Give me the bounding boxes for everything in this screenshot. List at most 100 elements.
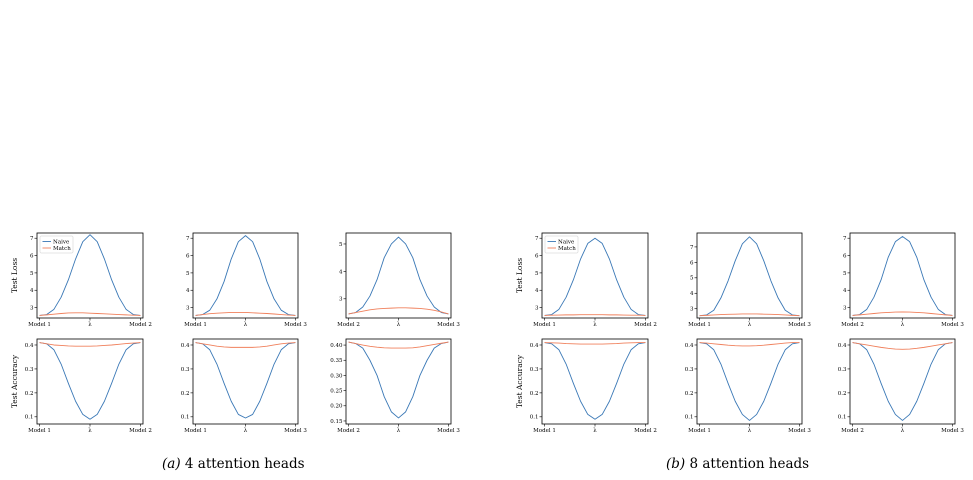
panel-a-loss-3-ytick-label: 4	[339, 269, 343, 275]
panel-a-loss-2-ytick-label: 3	[186, 305, 190, 311]
panel-a-loss-3-xtick-label: λ	[397, 322, 401, 328]
panel-b-loss-1-ylabel: Test Loss	[515, 258, 524, 293]
panel-a-acc-1-xtick-label: Model 2	[129, 428, 152, 434]
panel-a-acc-1-series-match	[39, 342, 141, 347]
caption-a-text: 4 attention heads	[184, 456, 305, 472]
panel-a-loss-2-xtick-label: Model 1	[184, 322, 207, 328]
panel-b-loss-1-xtick-label: Model 2	[634, 322, 657, 328]
panel-b-acc-2: 0.1 0.2 0.3 0.4 Model 1 λ Model 3	[685, 338, 811, 434]
panel-b-acc-1-xtick-label: Model 1	[533, 428, 556, 434]
caption-b-label: (b)	[666, 456, 686, 472]
panel-a-loss-1-ytick-label: 5	[30, 271, 34, 277]
panel-a-loss-1-ytick-label: 6	[30, 253, 34, 259]
panel-b-acc-1-frame	[541, 338, 649, 425]
panel-b-loss-2-ytick-label: 3	[690, 307, 694, 313]
panel-a-loss-3-xtick-label: Model 3	[437, 322, 460, 328]
caption-b: (b) 8 attention heads	[666, 456, 809, 472]
panel-b-acc-2-xtick-label: Model 3	[788, 428, 811, 434]
panel-b-acc-3-ytick-label: 0.3	[838, 367, 847, 373]
panel-b-loss-3-series-match	[852, 311, 953, 316]
panel-b-acc-3-ytick-label: 0.1	[838, 415, 847, 421]
panel-a-loss-1-legend-label: Match	[53, 246, 71, 252]
panel-b-acc-3-ytick-label: 0.4	[838, 343, 847, 349]
panel-a-acc-1-series-naive	[39, 342, 141, 420]
panel-b-loss-3: 3 4 5 6 7 Model 2 λ Model 3	[841, 232, 964, 328]
panel-a-acc-3-frame	[345, 338, 452, 425]
panel-b-loss-2-xtick-label: λ	[748, 322, 752, 328]
panel-a-loss-2-ytick-label: 6	[186, 253, 190, 259]
panel-a-loss-2-xtick-label: λ	[244, 322, 248, 328]
panel-a-loss-2: 3 4 5 6 7 Model 1 λ Model 3	[184, 232, 307, 328]
panel-b-acc-3-series-naive	[852, 342, 953, 421]
panel-a-acc-1-frame	[36, 338, 144, 425]
panel-a-acc-1: 0.1 0.2 0.3 0.4 Model 1 λ Model 2 Test Accuracy	[10, 338, 152, 434]
panel-a-acc-2-ytick-label: 0.3	[181, 367, 190, 373]
panel-b-acc-1-xtick-label: λ	[593, 428, 597, 434]
panel-a-loss-3: 3 4 5 Model 2 λ Model 3	[337, 232, 460, 328]
panel-b-loss-3-ytick-label: 6	[843, 253, 847, 259]
panel-a-acc-3-ytick-label: 0.35	[330, 358, 343, 364]
panel-b-loss-2-ytick-label: 5	[690, 276, 694, 282]
panel-a-acc-1-ytick-label: 0.2	[25, 391, 34, 397]
panel-a-acc-2-xtick-label: Model 1	[184, 428, 207, 434]
panel-b-loss-3-ytick-label: 5	[843, 271, 847, 277]
panel-a-loss-2-ytick-label: 4	[186, 288, 190, 294]
panel-a-loss-1-series-match	[39, 312, 141, 316]
panel-a-acc-1-ytick-label: 0.1	[25, 415, 34, 421]
panel-b-loss-2-ytick-label: 4	[690, 291, 694, 297]
panel-a-loss-1-legend-box	[39, 235, 74, 254]
caption-b-text: 8 attention heads	[689, 456, 810, 472]
panel-b-loss-3-xtick-label: λ	[901, 322, 905, 328]
panel-a-loss-3-ytick-label: 3	[339, 297, 343, 303]
panel-a-acc-2-xtick-label: λ	[244, 428, 248, 434]
panel-b-acc-3-frame	[849, 338, 956, 425]
panel-a-acc-3-ytick-label: 0.30	[330, 373, 343, 379]
panel-a-loss-1-xtick-label: Model 2	[129, 322, 152, 328]
panel-b-loss-1-legend-box	[544, 235, 579, 254]
panel-a-loss-3-xtick-label: Model 2	[337, 322, 360, 328]
panel-b-acc-3-series-match	[852, 342, 953, 350]
panel-b-acc-2-ytick-label: 0.1	[685, 415, 694, 421]
caption-a: (a) 4 attention heads	[162, 456, 305, 472]
panel-b-loss-2-ytick-label: 6	[690, 260, 694, 266]
panel-a-acc-3-series-match	[348, 341, 449, 349]
panel-b-acc-1-ytick-label: 0.4	[530, 343, 539, 349]
panel-b-loss-2-series-naive	[699, 236, 800, 317]
panel-b-loss-3-xtick-label: Model 3	[941, 322, 964, 328]
panel-a-loss-1-legend-label: Naive	[53, 239, 69, 245]
panel-b-loss-1-series-match	[544, 314, 646, 316]
panel-a-loss-1-series-naive	[39, 234, 141, 316]
panel-b-loss-3-series-naive	[852, 236, 953, 316]
panel-a-acc-3-ytick-label: 0.15	[330, 419, 343, 425]
panel-b-acc-2-xtick-label: Model 1	[688, 428, 711, 434]
panel-a-loss-2-xtick-label: Model 3	[284, 322, 307, 328]
panel-b-acc-1-ylabel: Test Accuracy	[515, 354, 524, 408]
panel-b-loss-2: 3 4 5 6 7 Model 1 λ Model 3	[688, 232, 811, 328]
panel-a-acc-3: 0.15 0.20 0.25 0.30 0.35 0.40 Model 2 λ Model 3	[330, 338, 460, 434]
panel-a-loss-1-ytick-label: 7	[30, 236, 34, 242]
panel-b-loss-2-xtick-label: Model 3	[788, 322, 811, 328]
panel-a-acc-1-ytick-label: 0.3	[25, 367, 34, 373]
panel-a-loss-2-frame	[192, 232, 299, 319]
panel-a-loss-1-xtick-label: λ	[88, 322, 92, 328]
panel-b-acc-2-ytick-label: 0.3	[685, 367, 694, 373]
panel-a-loss-3-ytick-label: 5	[339, 242, 343, 248]
panel-b-loss-1-ytick-label: 7	[535, 236, 539, 242]
panel-a-acc-2-ytick-label: 0.2	[181, 391, 190, 397]
panel-a-loss-3-series-naive	[348, 236, 449, 315]
panel-b-acc-3: 0.1 0.2 0.3 0.4 Model 2 λ Model 3	[838, 338, 964, 434]
panel-b-acc-1: 0.1 0.2 0.3 0.4 Model 1 λ Model 2 Test Accuracy	[515, 338, 657, 434]
panel-b-loss-1-xtick-label: Model 1	[533, 322, 556, 328]
panel-a-loss-3-series-match	[348, 307, 449, 315]
panel-b-acc-2-series-naive	[699, 342, 800, 421]
panel-b-loss-1-ytick-label: 4	[535, 288, 539, 294]
panel-a-loss-1-xtick-label: Model 1	[28, 322, 51, 328]
panel-a-acc-1-ylabel: Test Accuracy	[10, 354, 19, 408]
panel-a-acc-1-xtick-label: Model 1	[28, 428, 51, 434]
panel-b-acc-1-ytick-label: 0.2	[530, 391, 539, 397]
panel-a-acc-3-series-naive	[348, 341, 449, 419]
panel-a-loss-2-series-match	[195, 312, 296, 316]
panel-b-loss-1-legend-label: Naive	[558, 239, 574, 245]
